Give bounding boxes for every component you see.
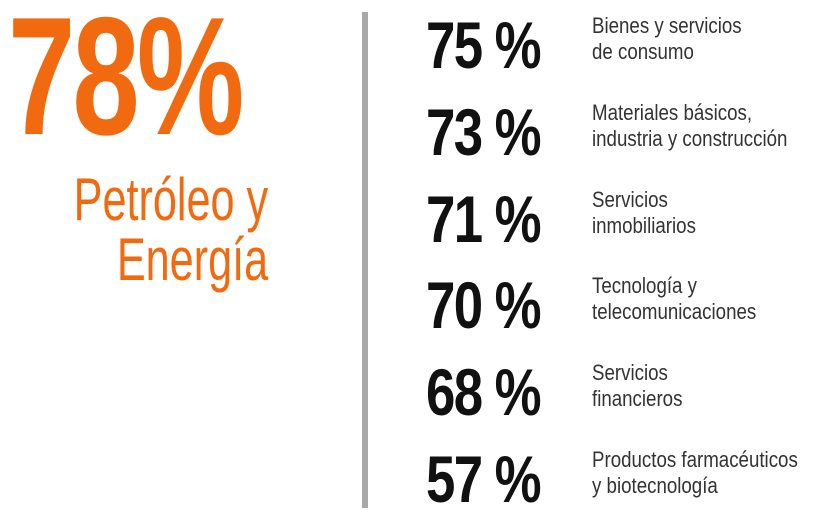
highlight-label: Petróleo y <box>73 166 268 233</box>
item-value: 57 % <box>426 442 542 516</box>
item-label: Tecnología y <box>592 273 698 299</box>
highlight-label: Energía <box>116 226 268 293</box>
item-label: inmobiliarios <box>592 212 696 238</box>
divider <box>362 12 368 508</box>
item-label: Servicios <box>592 186 668 212</box>
item-label: de consumo <box>592 39 694 64</box>
item-label: financieros <box>592 386 683 412</box>
item-value: 70 % <box>426 268 542 343</box>
item-value: 75 % <box>426 8 542 82</box>
item-label: Productos farmacéuticos <box>592 447 798 472</box>
item-label: industria y construcción <box>592 125 788 151</box>
highlight-value: 78% <box>8 0 244 170</box>
item-value: 68 % <box>426 355 542 430</box>
item-value: 71 % <box>426 181 542 256</box>
item-label: Materiales básicos, <box>592 99 753 125</box>
item-label: telecomunicaciones <box>592 299 757 325</box>
item-label: Bienes y servicios <box>592 13 742 38</box>
item-label: y biotecnología <box>592 473 718 498</box>
item-label: Servicios <box>592 360 668 386</box>
item-value: 73 % <box>426 94 542 169</box>
